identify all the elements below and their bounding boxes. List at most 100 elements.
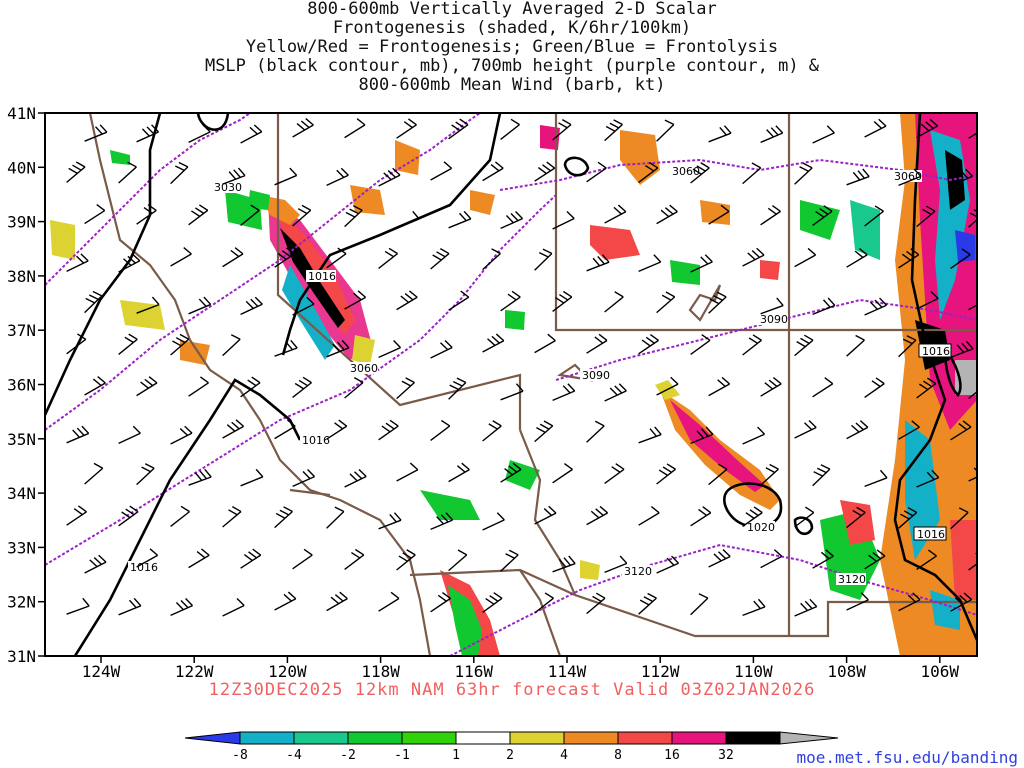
- wind-barb: [604, 119, 623, 142]
- wind-barb: [690, 593, 709, 616]
- height-label: 3060: [350, 362, 378, 375]
- wind-barb: [968, 132, 977, 139]
- wind-barb: [396, 118, 417, 139]
- wind-barb: [292, 548, 313, 570]
- height-contour-3120: [449, 543, 977, 656]
- colorbar: -8 -4 -2 -1 1 2 4 8 16 32: [184, 731, 839, 763]
- wind-barb: [898, 248, 920, 269]
- wind-barb: [188, 204, 209, 226]
- wind-barb: [656, 376, 679, 396]
- wind-barb: [656, 204, 678, 225]
- california-coastline: [88, 113, 432, 656]
- wind-barb: [794, 420, 817, 439]
- wind-barb: [222, 505, 242, 528]
- wind-barb: [638, 254, 662, 273]
- wind-barb: [448, 210, 472, 229]
- wind-barb: [430, 591, 451, 613]
- colorado-river: [518, 429, 577, 596]
- wind-barb: [638, 333, 659, 355]
- wind-barb: [950, 592, 973, 612]
- wind-barb: [326, 167, 349, 187]
- title-line-4: MSLP (black contour, mb), 700mb height (…: [204, 56, 820, 76]
- wind-barb: [118, 161, 137, 184]
- wind-barb: [916, 549, 937, 570]
- wind-barb: [66, 505, 87, 526]
- mslp-contour-closed-north: [196, 113, 230, 131]
- wind-barb: [742, 598, 766, 617]
- colorbar-label: -2: [340, 748, 356, 763]
- lon-label: 124W: [82, 662, 121, 681]
- wind-barb: [708, 463, 728, 486]
- wind-barb: [742, 334, 762, 356]
- lon-label: 122W: [175, 662, 214, 681]
- wind-barb: [690, 334, 711, 355]
- lon-label: 112W: [641, 662, 680, 681]
- wind-barb: [950, 340, 974, 359]
- wind-barb: [188, 548, 210, 569]
- height-label: 3060: [672, 165, 700, 178]
- wind-barb: [846, 168, 870, 186]
- wind-barb: [326, 247, 347, 269]
- wind-barb: [604, 291, 624, 313]
- wind-barb: [240, 468, 264, 487]
- wind-barb: [846, 592, 869, 611]
- wind-barb: [240, 124, 263, 144]
- wind-barb: [656, 119, 675, 142]
- colorbar-label: 32: [718, 748, 734, 763]
- wind-barb: [222, 598, 245, 617]
- wind-barb: [170, 505, 190, 527]
- lat-label: 33N: [7, 538, 36, 557]
- wind-barb: [760, 297, 784, 315]
- lat-label: 37N: [7, 321, 36, 340]
- wind-barb: [136, 463, 155, 486]
- wind-barb: [500, 118, 520, 140]
- wind-barb: [638, 426, 662, 444]
- colorbar-segment: [563, 731, 619, 745]
- wind-barb: [846, 248, 868, 268]
- wind-barb: [742, 247, 765, 267]
- wind-barb: [794, 506, 815, 528]
- colorbar-segment: [779, 731, 839, 745]
- colorbar-label: 16: [664, 748, 680, 763]
- height-contour-3090-west: [45, 194, 557, 566]
- wind-barb: [448, 377, 467, 400]
- wind-barb: [916, 205, 936, 228]
- wind-barb: [66, 597, 90, 615]
- wind-barb: [292, 468, 316, 488]
- wind-barb: [344, 548, 365, 570]
- wind-barb: [430, 419, 451, 441]
- mslp-contour-1016-south: [73, 378, 302, 656]
- source-credit: moe.met.fsu.edu/banding: [796, 748, 1018, 767]
- wind-barb: [604, 463, 625, 484]
- wind-barb: [240, 204, 260, 226]
- lon-label: 108W: [827, 662, 866, 681]
- wind-barb: [794, 598, 818, 617]
- wind-barb: [188, 468, 212, 486]
- wind-barb: [812, 464, 831, 487]
- wind-barb: [170, 333, 190, 356]
- wind-barb: [552, 211, 575, 230]
- wind-barb: [326, 506, 345, 529]
- colorbar-segment: [509, 731, 565, 745]
- lon-label: 114W: [548, 662, 587, 681]
- mslp-label: 1016: [302, 434, 330, 447]
- wind-barb: [222, 419, 245, 439]
- wind-barb: [812, 205, 833, 226]
- frontogenesis-plateau-patches: [50, 125, 780, 580]
- baja-coast: [519, 569, 562, 656]
- colorbar-segment: [184, 731, 241, 745]
- wind-barb: [84, 462, 104, 485]
- wind-barb: [760, 377, 782, 397]
- wind-barb: [760, 463, 779, 486]
- wind-barb: [812, 125, 835, 144]
- wind-barb: [916, 118, 939, 139]
- wind-barb: [794, 162, 813, 185]
- wind-barb: [534, 333, 556, 354]
- wind-barb: [274, 591, 297, 611]
- wind-barb: [968, 467, 977, 482]
- wind-barb: [274, 339, 298, 357]
- colorbar-label: 1: [452, 748, 460, 763]
- wind-barb: [604, 383, 627, 402]
- wind-barb: [430, 512, 454, 531]
- height-label: 3120: [838, 573, 866, 586]
